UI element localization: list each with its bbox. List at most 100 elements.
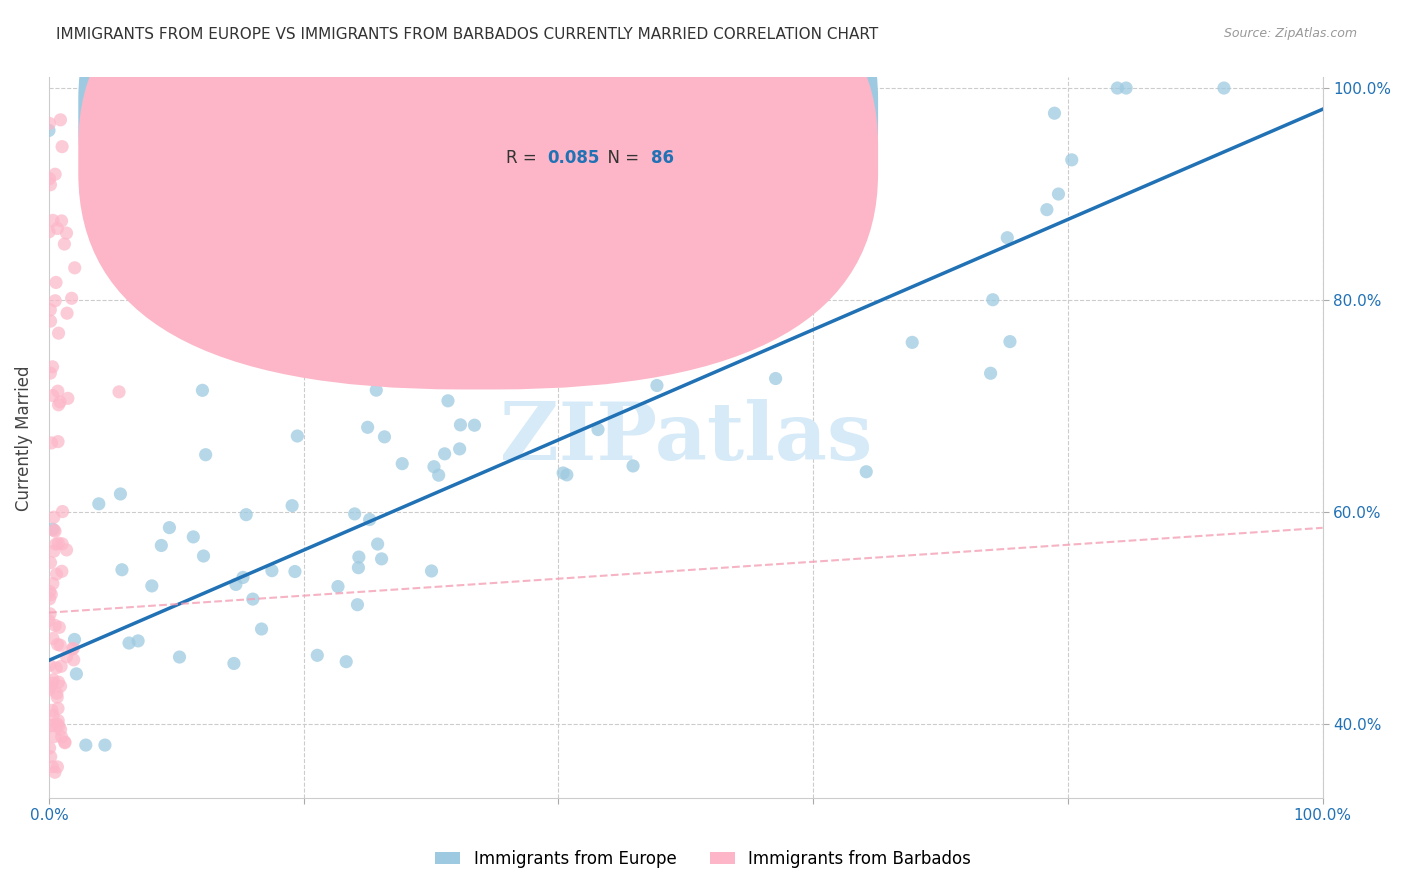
FancyBboxPatch shape: [79, 0, 879, 390]
Point: [1115, 81, 1137, 95]
Point: [141, 579, 163, 593]
Point: [41, 436, 63, 450]
Point: [62, 653, 84, 667]
Point: [981, 293, 1004, 307]
Point: [367, 537, 389, 551]
Point: [347, 549, 370, 564]
Point: [449, 417, 471, 432]
Point: [1213, 81, 1236, 95]
Point: [621, 458, 644, 473]
Point: [38, 682, 60, 697]
Point: [39, 302, 62, 317]
Point: [370, 552, 392, 566]
Point: [42, 576, 65, 591]
Point: [48, 620, 70, 634]
Point: [222, 657, 245, 671]
Point: [49, 679, 72, 693]
Point: [110, 487, 132, 501]
Point: [51, 139, 73, 153]
Point: [724, 312, 747, 326]
Text: N =: N =: [596, 103, 644, 121]
Point: [586, 259, 609, 273]
Point: [39, 680, 62, 694]
Point: [49, 638, 72, 652]
Point: [44, 524, 66, 539]
Point: [38, 741, 60, 756]
Point: [38, 225, 60, 239]
Point: [42, 388, 65, 402]
Point: [44, 167, 66, 181]
Point: [260, 564, 283, 578]
Point: [285, 429, 308, 443]
Point: [94, 738, 117, 752]
Point: [55, 649, 77, 664]
Point: [307, 648, 329, 663]
Point: [409, 338, 432, 352]
Point: [335, 655, 357, 669]
Point: [60, 642, 83, 657]
Point: [51, 730, 73, 744]
Point: [42, 544, 65, 558]
Text: N =: N =: [596, 149, 644, 167]
Y-axis label: Currently Married: Currently Married: [15, 365, 32, 510]
Legend: Immigrants from Europe, Immigrants from Barbados: Immigrants from Europe, Immigrants from …: [429, 844, 977, 875]
Point: [1060, 153, 1083, 167]
Point: [127, 633, 149, 648]
Point: [38, 591, 60, 606]
Point: [995, 230, 1018, 244]
Point: [39, 749, 62, 764]
Point: [46, 221, 69, 235]
Point: [48, 536, 70, 550]
Point: [343, 507, 366, 521]
Point: [45, 567, 67, 582]
Point: [38, 123, 60, 137]
Point: [347, 560, 370, 574]
Point: [45, 276, 67, 290]
Point: [41, 760, 63, 774]
Point: [39, 556, 62, 570]
Point: [42, 523, 65, 537]
Point: [901, 335, 924, 350]
Point: [1107, 81, 1129, 95]
Text: ZIPatlas: ZIPatlas: [499, 399, 872, 476]
Point: [44, 618, 66, 632]
Point: [49, 112, 72, 127]
Point: [46, 637, 69, 651]
Point: [232, 570, 254, 584]
Point: [45, 661, 67, 675]
Point: [1036, 202, 1059, 217]
Point: [51, 537, 73, 551]
Point: [366, 383, 388, 397]
Point: [193, 549, 215, 563]
Text: 0.726: 0.726: [547, 103, 599, 121]
Point: [45, 686, 67, 700]
Point: [423, 459, 446, 474]
Point: [356, 420, 378, 434]
Point: [46, 434, 69, 449]
Text: Source: ZipAtlas.com: Source: ZipAtlas.com: [1223, 27, 1357, 40]
Point: [49, 723, 72, 737]
Point: [44, 730, 66, 744]
Point: [1043, 106, 1066, 120]
Point: [449, 442, 471, 456]
Point: [48, 719, 70, 733]
Point: [793, 301, 815, 315]
Point: [111, 563, 134, 577]
Point: [637, 361, 659, 376]
Point: [39, 607, 62, 621]
Point: [51, 504, 73, 518]
Point: [38, 614, 60, 628]
Text: IMMIGRANTS FROM EUROPE VS IMMIGRANTS FROM BARBADOS CURRENTLY MARRIED CORRELATION: IMMIGRANTS FROM EUROPE VS IMMIGRANTS FRO…: [56, 27, 879, 42]
Point: [38, 658, 60, 673]
Text: 0.085: 0.085: [547, 149, 599, 167]
Point: [553, 466, 575, 480]
Point: [433, 447, 456, 461]
Point: [38, 171, 60, 186]
Text: R =: R =: [506, 149, 543, 167]
Point: [56, 392, 79, 406]
Point: [48, 675, 70, 690]
Text: 86: 86: [651, 149, 675, 167]
Point: [284, 565, 307, 579]
Point: [44, 293, 66, 308]
Point: [420, 564, 443, 578]
